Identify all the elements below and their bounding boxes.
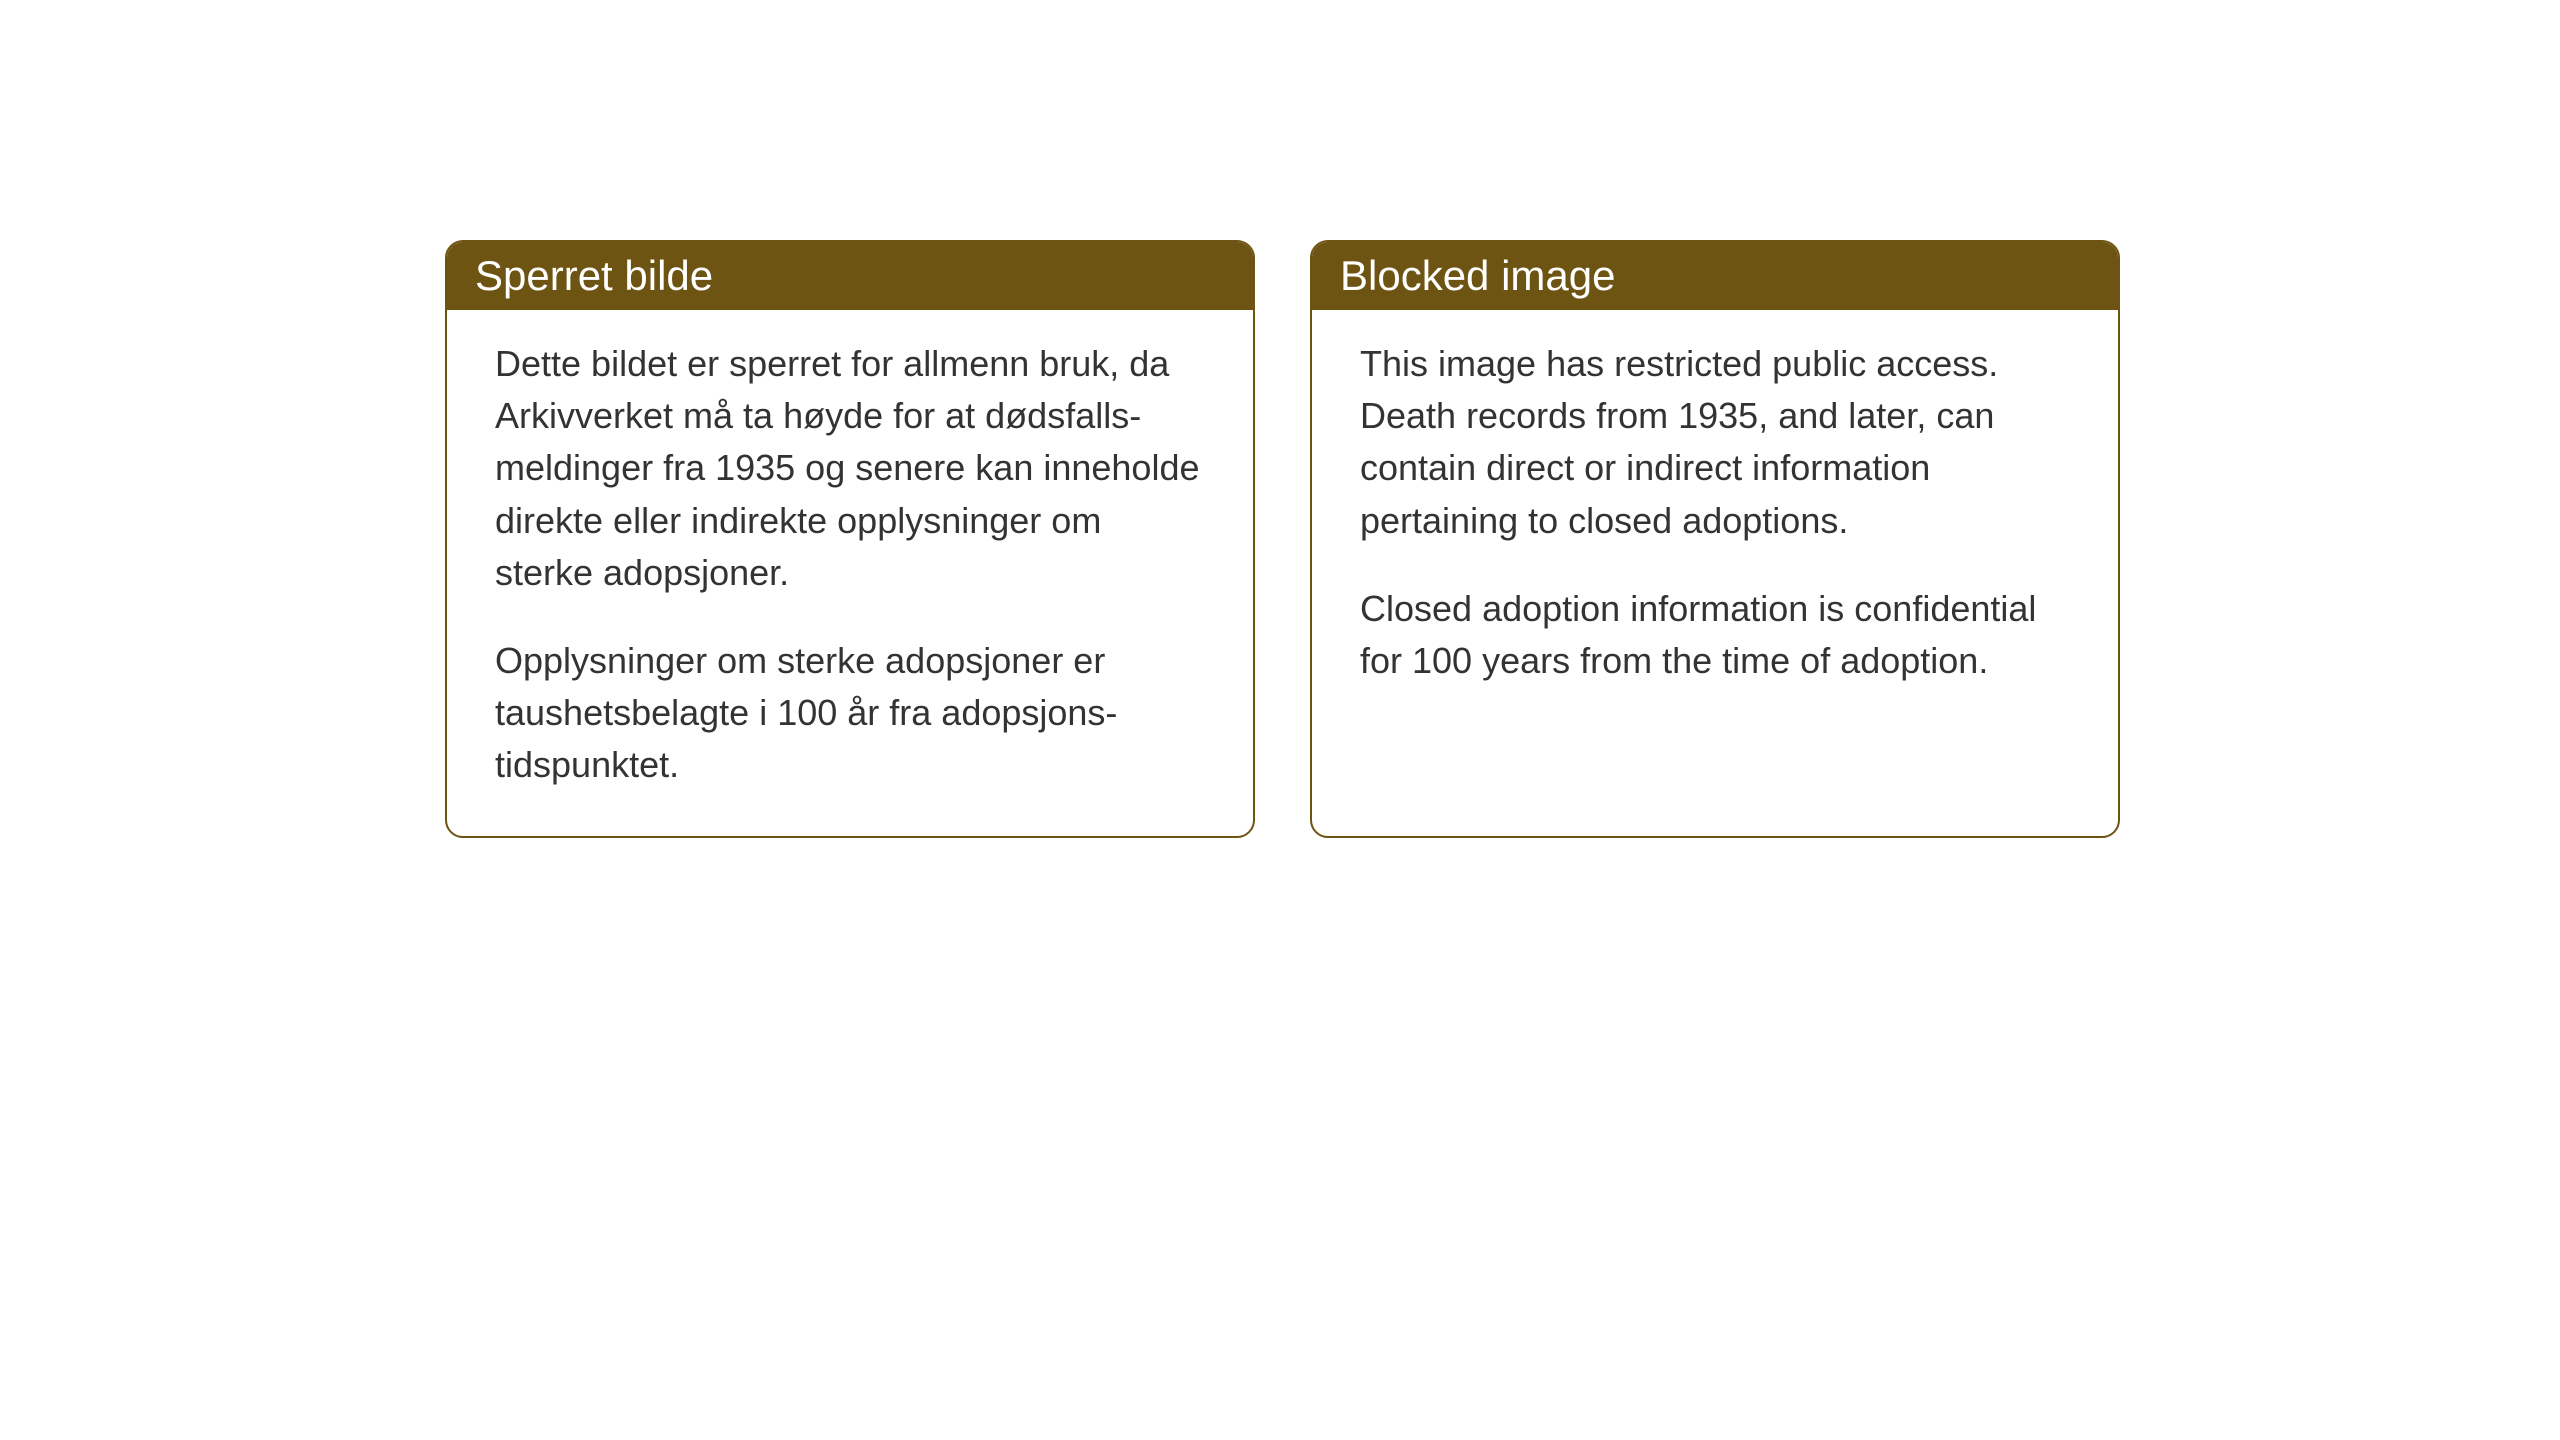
card-body-norwegian: Dette bildet er sperret for allmenn bruk… [447, 310, 1253, 836]
paragraph-2-norwegian: Opplysninger om sterke adopsjoner er tau… [495, 635, 1205, 792]
paragraph-1-english: This image has restricted public access.… [1360, 338, 2070, 547]
card-body-english: This image has restricted public access.… [1312, 310, 2118, 731]
notice-container: Sperret bilde Dette bildet er sperret fo… [445, 240, 2120, 838]
paragraph-1-norwegian: Dette bildet er sperret for allmenn bruk… [495, 338, 1205, 599]
paragraph-2-english: Closed adoption information is confident… [1360, 583, 2070, 687]
notice-card-norwegian: Sperret bilde Dette bildet er sperret fo… [445, 240, 1255, 838]
card-header-norwegian: Sperret bilde [447, 242, 1253, 310]
card-title-norwegian: Sperret bilde [475, 252, 713, 299]
card-title-english: Blocked image [1340, 252, 1615, 299]
card-header-english: Blocked image [1312, 242, 2118, 310]
notice-card-english: Blocked image This image has restricted … [1310, 240, 2120, 838]
